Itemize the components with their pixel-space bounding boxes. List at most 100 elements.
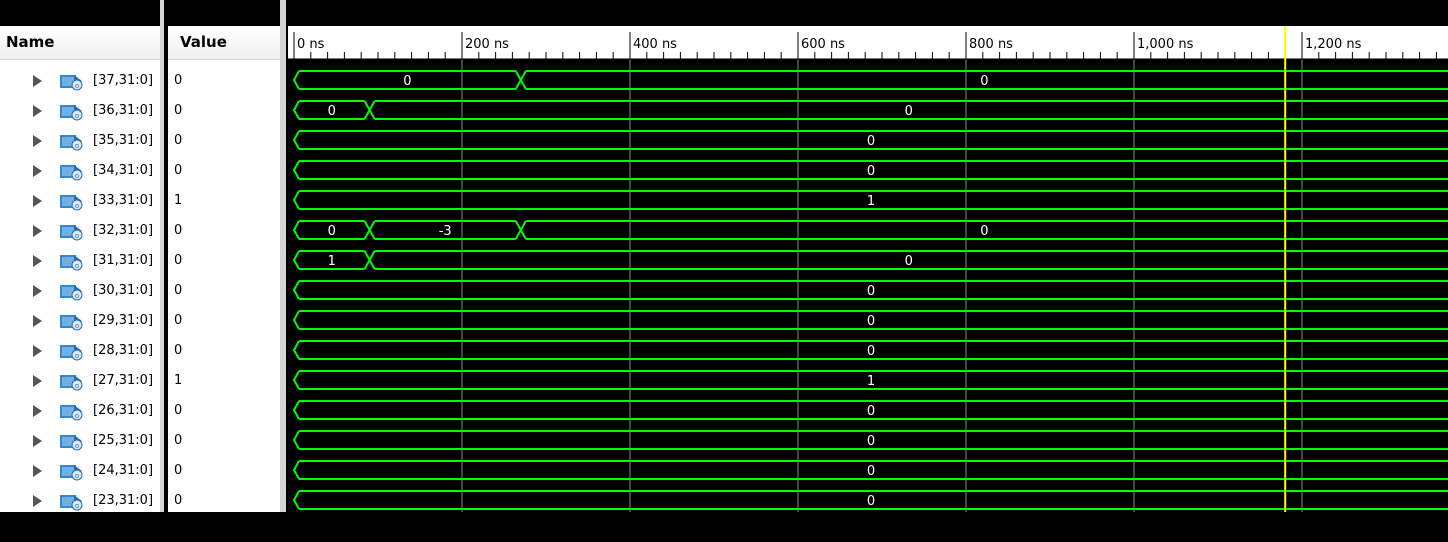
value-row[interactable]: 0 [168, 306, 280, 336]
value-panel: Value 0 0 0 0 1 0 0 0 0 0 1 0 0 0 0 [168, 26, 280, 512]
expand-arrow-icon[interactable] [33, 105, 42, 117]
expand-arrow-icon[interactable] [33, 285, 42, 297]
signal-name: [30,31:0] [93, 283, 154, 298]
signal-value: 0 [174, 403, 183, 418]
signal-row[interactable]: o [31,31:0] [0, 246, 160, 276]
value-row[interactable]: 0 [168, 126, 280, 156]
trace-value-label: -3 [439, 224, 452, 239]
signal-trace: 1 [292, 190, 1448, 210]
svg-text:o: o [75, 202, 79, 210]
signal-row[interactable]: o [34,31:0] [0, 156, 160, 186]
signal-trace: 0 [292, 310, 1448, 330]
signal-trace: 0 [292, 130, 1448, 150]
signal-trace: 0 [292, 160, 1448, 180]
signal-row[interactable]: o [37,31:0] [0, 66, 160, 96]
trace-start [292, 190, 300, 210]
svg-text:o: o [75, 322, 79, 330]
trace-value-label: 0 [328, 104, 336, 119]
expand-arrow-icon[interactable] [33, 195, 42, 207]
signal-trace: 0 [292, 340, 1448, 360]
tick-label: 400 ns [633, 37, 677, 52]
value-row[interactable]: 0 [168, 456, 280, 486]
signal-row[interactable]: o [27,31:0] [0, 366, 160, 396]
signal-value: 0 [174, 103, 183, 118]
signal-value: 1 [174, 373, 183, 388]
expand-arrow-icon[interactable] [33, 255, 42, 267]
value-column-header[interactable]: Value [168, 26, 280, 60]
signal-trace: 0 [292, 460, 1448, 480]
value-row[interactable]: 0 [168, 336, 280, 366]
expand-arrow-icon[interactable] [33, 435, 42, 447]
signal-name: [34,31:0] [93, 163, 154, 178]
trace-value-label: 0 [867, 344, 875, 359]
value-row[interactable]: 0 [168, 486, 280, 512]
bus-signal-icon: o [60, 162, 84, 181]
trace-value-label: 0 [905, 254, 913, 269]
expand-arrow-icon[interactable] [33, 165, 42, 177]
svg-text:o: o [75, 262, 79, 270]
signal-row[interactable]: o [26,31:0] [0, 396, 160, 426]
name-column-header[interactable]: Name [0, 26, 160, 60]
expand-arrow-icon[interactable] [33, 135, 42, 147]
trace-transition [514, 70, 527, 90]
signal-row[interactable]: o [36,31:0] [0, 96, 160, 126]
bus-signal-icon: o [60, 132, 84, 151]
bus-signal-icon: o [60, 342, 84, 361]
value-row[interactable]: 0 [168, 216, 280, 246]
bus-signal-icon: o [60, 192, 84, 211]
signal-row[interactable]: o [24,31:0] [0, 456, 160, 486]
signal-value: 0 [174, 223, 183, 238]
svg-text:o: o [75, 292, 79, 300]
signal-value: 0 [174, 73, 183, 88]
trace-value-label: 1 [867, 374, 875, 389]
tick-label: 600 ns [801, 37, 845, 52]
expand-arrow-icon[interactable] [33, 375, 42, 387]
signal-row[interactable]: o [28,31:0] [0, 336, 160, 366]
expand-arrow-icon[interactable] [33, 315, 42, 327]
signal-row[interactable]: o [35,31:0] [0, 126, 160, 156]
trace-value-label: 0 [867, 134, 875, 149]
tick-label: 200 ns [465, 37, 509, 52]
pane-separator-right[interactable] [280, 0, 286, 542]
signal-name: [28,31:0] [93, 343, 154, 358]
value-row[interactable]: 1 [168, 366, 280, 396]
signal-row[interactable]: o [25,31:0] [0, 426, 160, 456]
signal-row[interactable]: o [30,31:0] [0, 276, 160, 306]
value-row[interactable]: 1 [168, 186, 280, 216]
waveform-canvas[interactable]: 0 ns 200 ns 400 ns 600 ns 800 ns 1,000 ns 1,20… [288, 26, 1448, 512]
value-row[interactable]: 0 [168, 156, 280, 186]
bus-signal-icon: o [60, 402, 84, 421]
svg-text:o: o [75, 472, 79, 480]
signal-row[interactable]: o [23,31:0] [0, 486, 160, 512]
value-row[interactable]: 0 [168, 246, 280, 276]
bottom-scroll-area[interactable] [0, 512, 1448, 542]
expand-arrow-icon[interactable] [33, 345, 42, 357]
value-row[interactable]: 0 [168, 96, 280, 126]
name-panel: Name o [37,31:0] o [36,31:0] o [35,31:0]… [0, 26, 160, 512]
signal-row[interactable]: o [32,31:0] [0, 216, 160, 246]
expand-arrow-icon[interactable] [33, 465, 42, 477]
pane-separator-left[interactable] [160, 0, 164, 542]
value-row[interactable]: 0 [168, 276, 280, 306]
signal-row[interactable]: o [29,31:0] [0, 306, 160, 336]
signal-value: 0 [174, 283, 183, 298]
signal-name: [32,31:0] [93, 223, 154, 238]
signal-trace: 0 [292, 430, 1448, 450]
tick-label: 0 ns [297, 37, 325, 52]
svg-text:o: o [75, 352, 79, 360]
expand-arrow-icon[interactable] [33, 495, 42, 507]
signal-row[interactable]: o [33,31:0] [0, 186, 160, 216]
trace-value-label: 0 [867, 314, 875, 329]
tick-label: 800 ns [969, 37, 1013, 52]
signal-name: [26,31:0] [93, 403, 154, 418]
expand-arrow-icon[interactable] [33, 405, 42, 417]
signal-trace: 0 [292, 400, 1448, 420]
signal-value: 1 [174, 193, 183, 208]
signal-trace: 0 [292, 280, 1448, 300]
expand-arrow-icon[interactable] [33, 225, 42, 237]
value-row[interactable]: 0 [168, 426, 280, 456]
expand-arrow-icon[interactable] [33, 75, 42, 87]
value-row[interactable]: 0 [168, 396, 280, 426]
value-row[interactable]: 0 [168, 66, 280, 96]
